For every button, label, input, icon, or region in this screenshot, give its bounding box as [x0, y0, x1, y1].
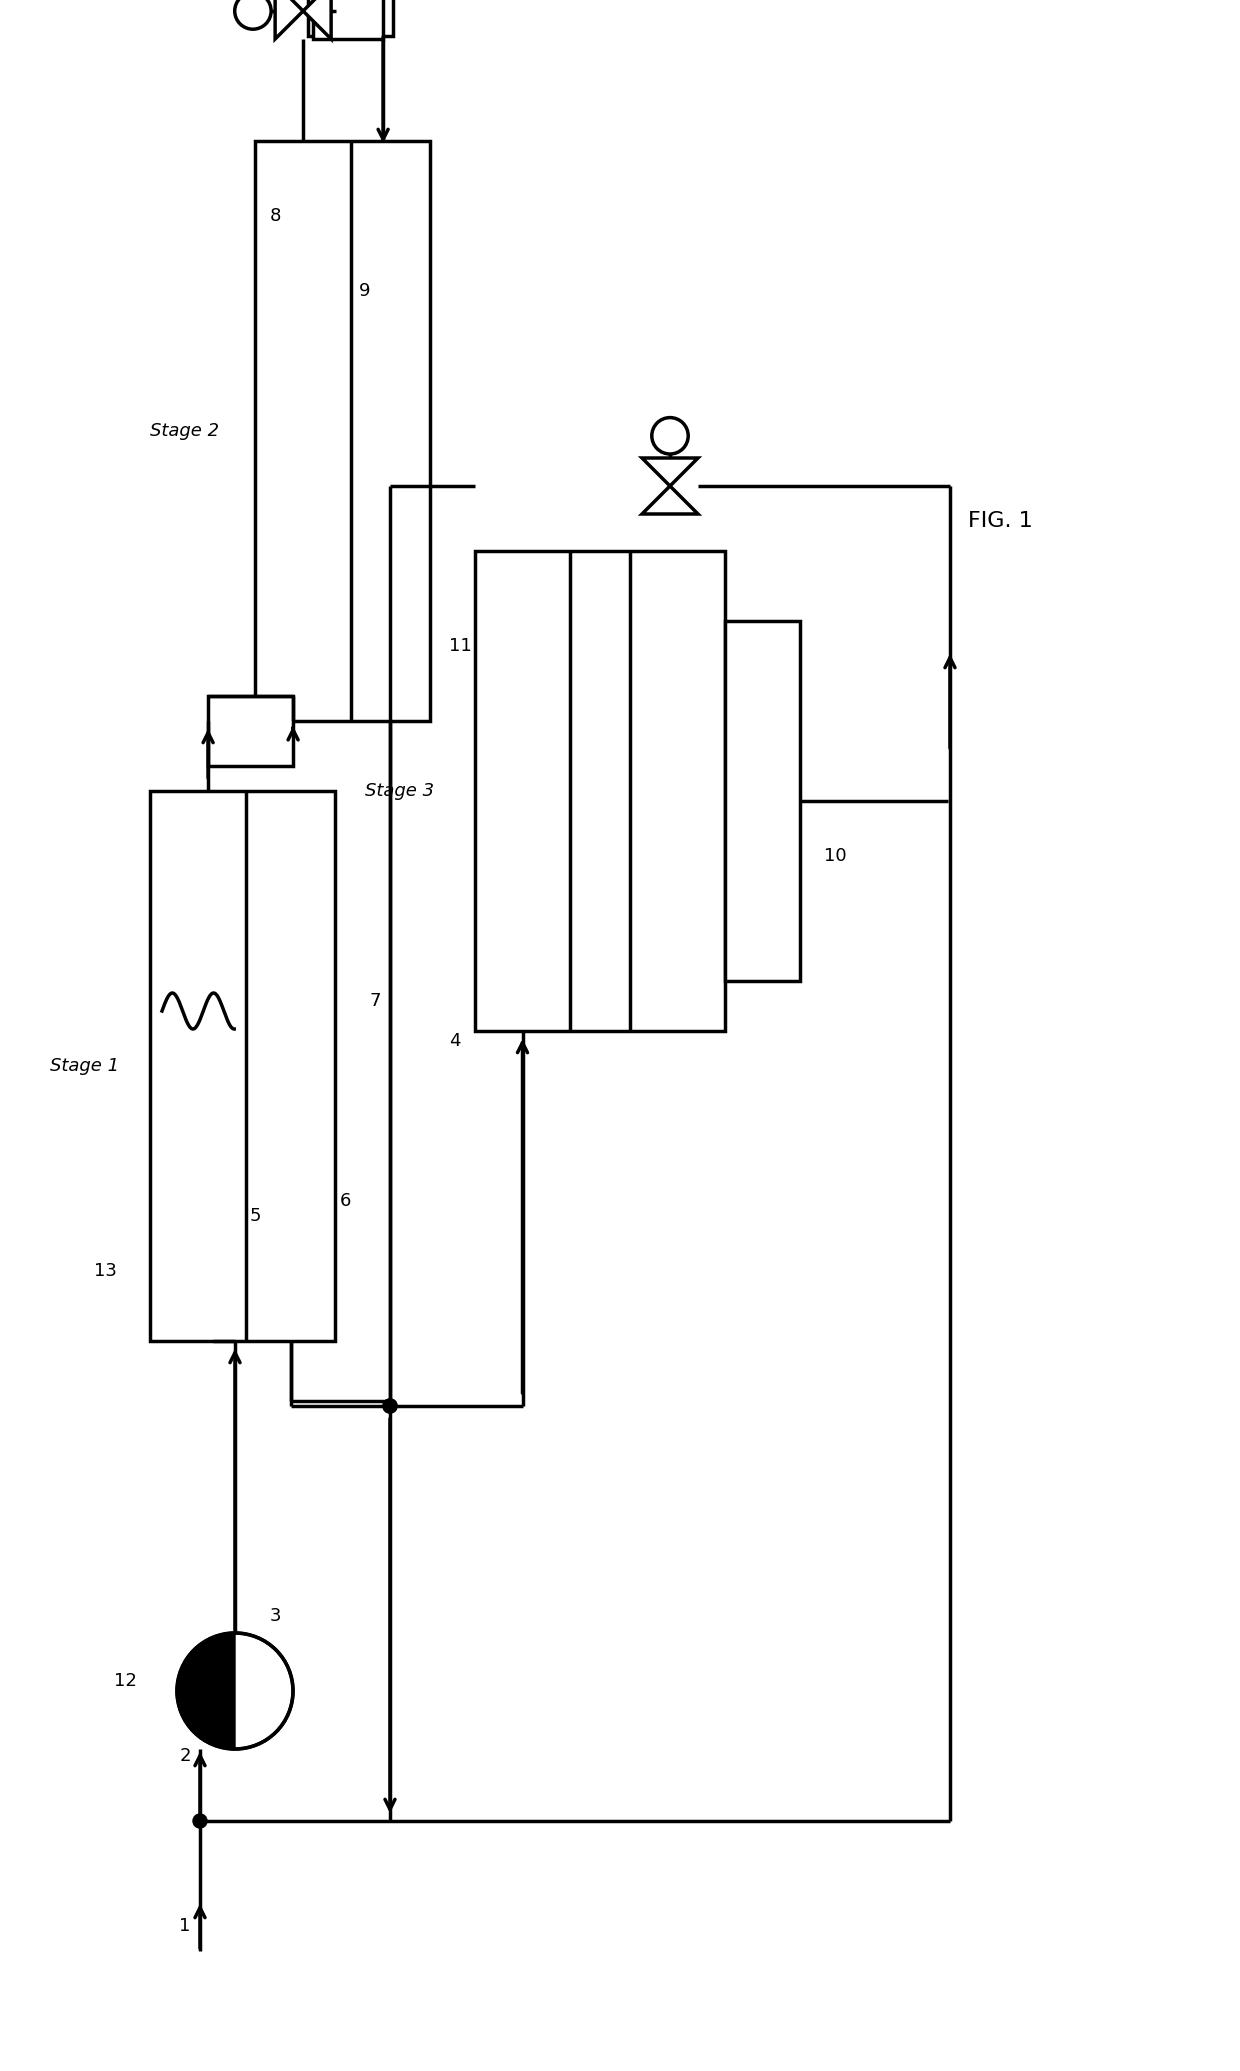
Bar	[308, 0, 393, 35]
Text: 13: 13	[93, 1261, 117, 1280]
Polygon shape	[642, 487, 698, 514]
Text: 11: 11	[449, 638, 471, 654]
Circle shape	[234, 0, 272, 29]
Text: Stage 3: Stage 3	[366, 783, 434, 799]
Text: 4: 4	[449, 1031, 461, 1050]
Text: 1: 1	[180, 1918, 191, 1934]
Circle shape	[652, 418, 688, 454]
Text: 12: 12	[114, 1671, 136, 1690]
Text: 2: 2	[180, 1748, 191, 1764]
Text: 5: 5	[249, 1207, 260, 1226]
Circle shape	[383, 1400, 397, 1412]
Text: Stage 1: Stage 1	[51, 1056, 119, 1075]
Text: 6: 6	[340, 1193, 351, 1209]
Bar	[725, 621, 800, 982]
Text: FIG. 1: FIG. 1	[967, 512, 1033, 530]
Text: Stage 2: Stage 2	[150, 422, 219, 439]
Bar	[314, 0, 383, 39]
Text: 7: 7	[370, 992, 381, 1011]
Bar	[475, 551, 725, 1031]
Bar	[255, 141, 430, 721]
Text: 3: 3	[269, 1607, 280, 1626]
Polygon shape	[275, 0, 303, 39]
Text: 10: 10	[823, 847, 847, 866]
Polygon shape	[177, 1634, 236, 1750]
Circle shape	[193, 1814, 207, 1829]
Circle shape	[383, 1400, 397, 1412]
Bar	[208, 696, 293, 766]
Bar	[150, 791, 335, 1342]
Polygon shape	[303, 0, 331, 39]
Text: 9: 9	[360, 282, 371, 300]
Text: 8: 8	[269, 207, 280, 226]
Circle shape	[177, 1634, 293, 1750]
Polygon shape	[642, 458, 698, 487]
